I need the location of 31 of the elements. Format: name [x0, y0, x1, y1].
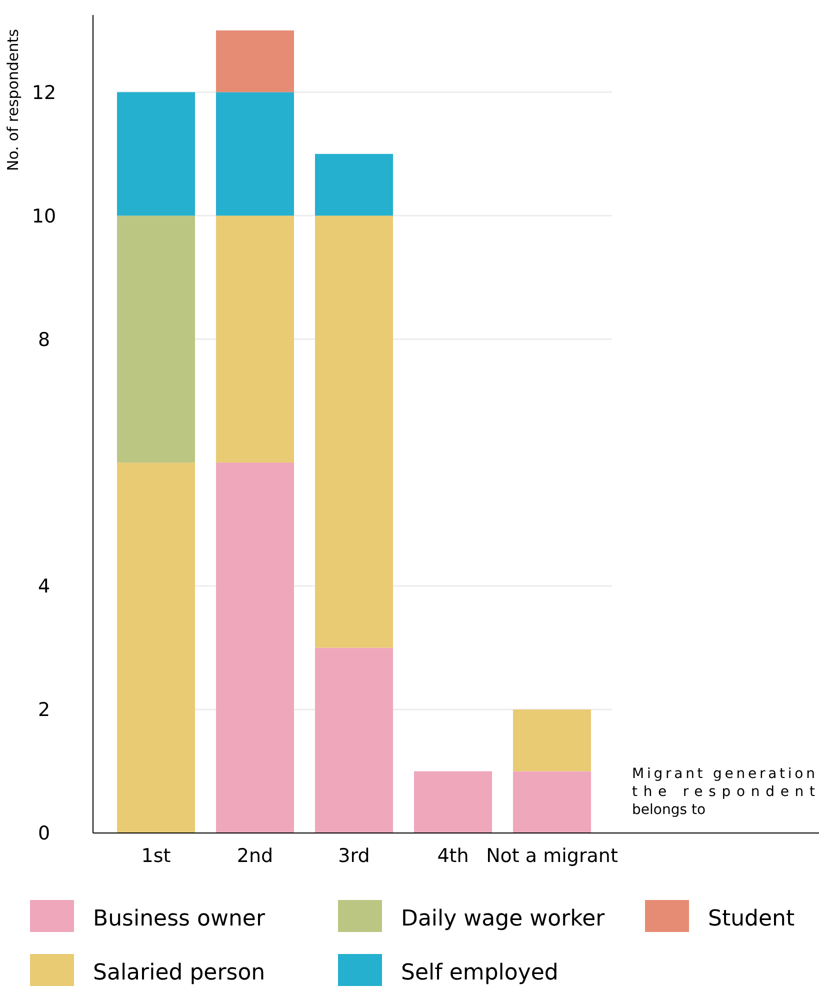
- legend-label: Student: [708, 906, 795, 932]
- bar: [216, 216, 294, 463]
- x-tick-label: 1st: [141, 845, 171, 867]
- legend-label: Business owner: [93, 906, 266, 932]
- x-tick-label: 2nd: [236, 845, 274, 867]
- legend-label: Daily wage worker: [401, 906, 606, 932]
- legend-label: Salaried person: [93, 960, 266, 986]
- bar: [116, 216, 195, 463]
- bar: [116, 92, 195, 216]
- bar: [414, 771, 492, 833]
- y-tick-label: 8: [38, 328, 50, 351]
- bar: [513, 710, 592, 772]
- bar: [315, 154, 393, 216]
- y-tick-label: 10: [32, 205, 56, 228]
- bar: [315, 648, 393, 833]
- x-tick-label: Not a migrant: [486, 845, 618, 867]
- x-tick-label: 3rd: [338, 845, 370, 867]
- y-tick-label: 2: [38, 699, 50, 722]
- bar: [216, 92, 294, 216]
- bar: [216, 462, 294, 833]
- bar: [315, 216, 393, 648]
- y-tick-label: 0: [38, 822, 50, 845]
- bar: [116, 462, 195, 833]
- y-axis-title: No. of respondents: [4, 28, 22, 171]
- bar: [216, 30, 294, 92]
- x-tick-label: 4th: [437, 845, 469, 867]
- bar: [513, 771, 592, 833]
- legend-label: Self employed: [401, 960, 558, 986]
- y-tick-label: 12: [32, 82, 56, 104]
- x-axis-title: Migrant generation the respondent belongs to: [632, 766, 816, 818]
- y-tick-label: 4: [38, 576, 50, 598]
